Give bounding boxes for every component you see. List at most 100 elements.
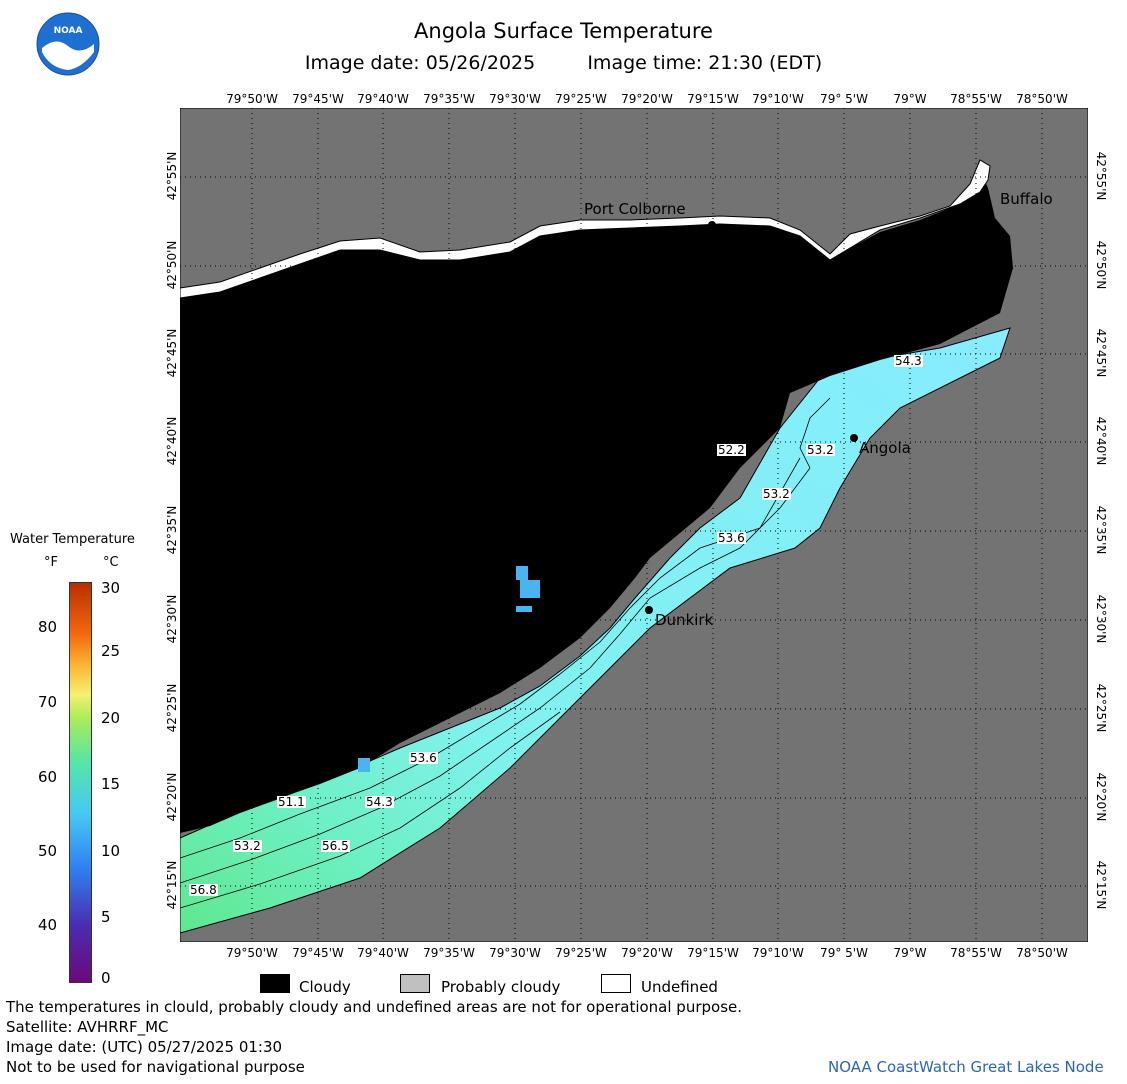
lon-label: 79°40'W (357, 946, 409, 960)
logo-text: NOAA (53, 26, 83, 36)
lon-label: 79°30'W (489, 92, 541, 106)
lake-water (179, 327, 1011, 934)
lat-label: 42°20'N (165, 772, 179, 822)
isotherm-label: 53.6 (717, 531, 746, 545)
isotherm-lines (179, 397, 831, 909)
isotherm-label: 53.2 (762, 487, 791, 501)
lon-label: 79°20'W (621, 946, 673, 960)
lon-label: 79°35'W (423, 946, 475, 960)
water-patch (520, 580, 540, 598)
lon-label: 79°10'W (752, 946, 804, 960)
noaa-credit-link[interactable]: NOAA CoastWatch Great Lakes Node (828, 1058, 1104, 1076)
undefined-fringe (179, 159, 991, 299)
lat-label: 42°45'N (1094, 328, 1108, 378)
lat-label: 42°30'N (1094, 594, 1108, 644)
lat-label: 42°45'N (165, 328, 179, 378)
colorbar-f-tick: 40 (38, 916, 58, 934)
city-port-colborne: Port Colborne (584, 200, 686, 218)
city-buffalo: Buffalo (1000, 190, 1053, 208)
isotherm-label: 56.5 (321, 839, 350, 853)
port-colborne-marker (708, 221, 716, 229)
navigation-warning: Not to be used for navigational purpose (6, 1058, 305, 1076)
isotherm-label: 56.8 (189, 883, 218, 897)
lon-label: 78°55'W (950, 946, 1002, 960)
water-patch (516, 606, 532, 612)
angola-marker (850, 434, 858, 442)
lon-label: 79°15'W (687, 92, 739, 106)
city-angola: Angola (859, 439, 911, 457)
lon-label: 79°20'W (621, 92, 673, 106)
lon-label: 78°50'W (1016, 946, 1068, 960)
colorbar-c-tick: 15 (101, 775, 121, 793)
colorbar-f-tick: 80 (38, 618, 58, 636)
legend-label-undefined: Undefined (641, 978, 718, 996)
lon-label: 79° 5'W (820, 92, 868, 106)
colorbar-title: Water Temperature (10, 532, 135, 547)
legend-label-probably-cloudy: Probably cloudy (441, 978, 561, 996)
lon-label: 79°15'W (687, 946, 739, 960)
legend-swatch-probably-cloudy (400, 974, 430, 993)
water-patch (358, 758, 370, 772)
lat-label: 42°15'N (1094, 860, 1108, 910)
map-canvas (179, 107, 1089, 943)
lat-label: 42°55'N (1094, 151, 1108, 201)
colorbar (69, 582, 92, 983)
colorbar-c-tick: 25 (101, 642, 121, 660)
lon-label: 79°35'W (423, 92, 475, 106)
image-date-time: Image date: 05/26/2025 Image time: 21:30… (0, 52, 1127, 74)
lon-label: 79°45'W (292, 92, 344, 106)
image-time: Image time: 21:30 (EDT) (587, 52, 823, 74)
utc-date-text: Image date: (UTC) 05/27/2025 01:30 (6, 1038, 283, 1056)
lat-label: 42°50'N (165, 240, 179, 290)
isotherm-label: 54.3 (894, 354, 923, 368)
isotherm-label: 51.1 (277, 795, 306, 809)
cloud-area (180, 170, 1013, 833)
map-panel (179, 107, 1089, 943)
water-patch (516, 566, 528, 580)
lat-label: 42°25'N (165, 683, 179, 733)
isotherm-label: 54.3 (365, 795, 394, 809)
lon-label: 79°40'W (357, 92, 409, 106)
colorbar-f-tick: 70 (38, 693, 58, 711)
city-dunkirk: Dunkirk (655, 611, 714, 629)
colorbar-c-tick: 10 (101, 842, 121, 860)
image-date: Image date: 05/26/2025 (304, 52, 536, 74)
colorbar-c-tick: 30 (101, 579, 121, 597)
lat-label: 42°40'N (1094, 416, 1108, 466)
lat-label: 42°20'N (1094, 772, 1108, 822)
isotherm-label: 53.2 (806, 443, 835, 457)
lon-label: 79°25'W (555, 946, 607, 960)
lon-label: 79°30'W (489, 946, 541, 960)
lon-label: 79°50'W (226, 946, 278, 960)
isotherm-label: 53.2 (233, 839, 262, 853)
noaa-logo: NOAA (36, 12, 100, 76)
lon-label: 79°45'W (292, 946, 344, 960)
lon-label: 79°50'W (226, 92, 278, 106)
lat-label: 42°40'N (165, 416, 179, 466)
lat-label: 42°35'N (1094, 505, 1108, 555)
satellite-text: Satellite: AVHRRF_MC (6, 1018, 169, 1036)
lat-label: 42°35'N (165, 505, 179, 555)
lat-label: 42°25'N (1094, 683, 1108, 733)
legend-label-cloudy: Cloudy (299, 978, 351, 996)
colorbar-c-tick: 5 (101, 908, 111, 926)
lat-label: 42°55'N (165, 151, 179, 201)
lat-label: 42°50'N (1094, 240, 1108, 290)
lon-label: 78°50'W (1016, 92, 1068, 106)
lon-label: 79°W (893, 946, 927, 960)
lat-label: 42°15'N (165, 860, 179, 910)
legend-swatch-undefined (601, 974, 631, 993)
colorbar-unit-c: °C (103, 555, 119, 570)
colorbar-c-tick: 0 (101, 969, 111, 987)
lon-label: 79°W (893, 92, 927, 106)
lon-label: 79°25'W (555, 92, 607, 106)
colorbar-c-tick: 20 (101, 709, 121, 727)
disclaimer-text: The temperatures in clould, probably clo… (6, 998, 743, 1016)
lon-label: 79°10'W (752, 92, 804, 106)
colorbar-unit-f: °F (44, 555, 58, 570)
colorbar-f-tick: 50 (38, 842, 58, 860)
legend-swatch-cloudy (260, 974, 290, 993)
lon-label: 79° 5'W (820, 946, 868, 960)
isotherm-label: 53.6 (409, 751, 438, 765)
dunkirk-marker (645, 606, 653, 614)
